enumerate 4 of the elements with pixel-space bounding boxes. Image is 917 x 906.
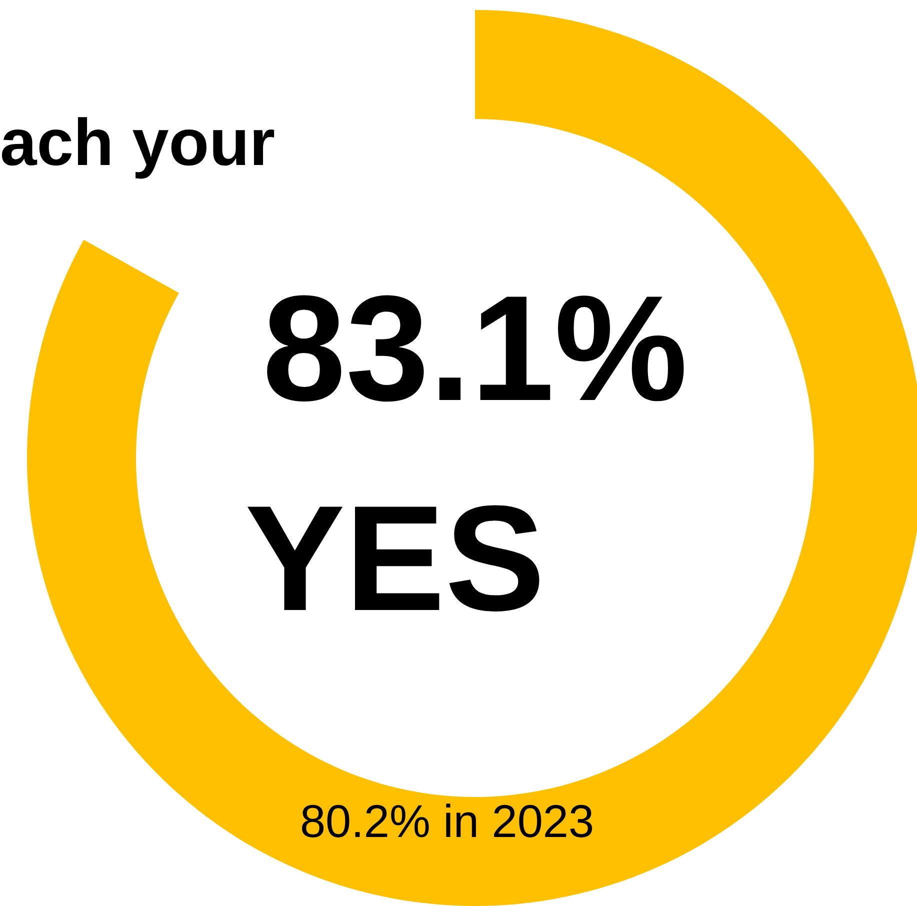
data-label: 83.1% [262,264,688,432]
text: ach your [0,105,276,179]
slice-label: YES [244,474,546,642]
text: 80.2% in 2023 [300,795,594,847]
